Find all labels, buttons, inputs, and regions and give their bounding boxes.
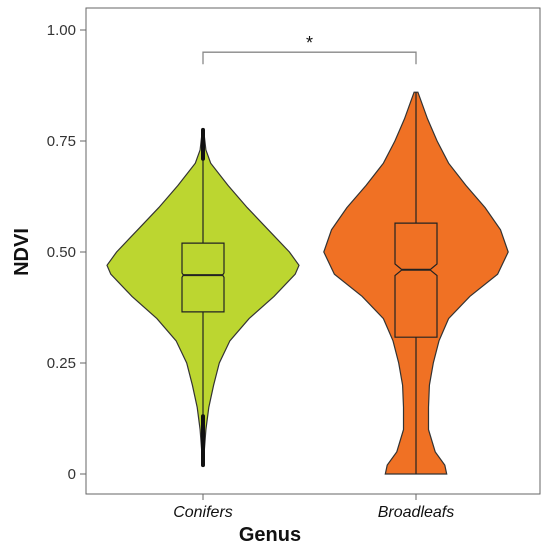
y-tick-label: 0.75: [47, 133, 76, 150]
x-tick-label-broadleafs: Broadleafs: [378, 504, 455, 521]
y-tick-label: 0.25: [47, 355, 76, 372]
significance-bracket: *: [202, 33, 417, 65]
box-conifers: [181, 242, 225, 313]
plot-frame: [85, 7, 541, 495]
x-axis-title: Genus: [239, 524, 301, 546]
boxplots-layer: [181, 92, 438, 474]
x-tick-label-conifers: Conifers: [173, 504, 233, 521]
x-axis: Conifers Broadleafs: [173, 494, 454, 521]
significance-line: [202, 51, 417, 65]
y-tick-label: 0.50: [47, 244, 76, 261]
y-tick-label: 1.00: [47, 22, 76, 39]
y-axis-title: NDVI: [11, 228, 33, 276]
violins-layer: [106, 91, 509, 475]
significance-label: *: [306, 33, 313, 53]
y-tick-label: 0: [68, 466, 76, 483]
y-axis: 0 0.25 0.50 0.75 1.00: [47, 22, 86, 483]
box-broadleafs: [394, 222, 438, 338]
